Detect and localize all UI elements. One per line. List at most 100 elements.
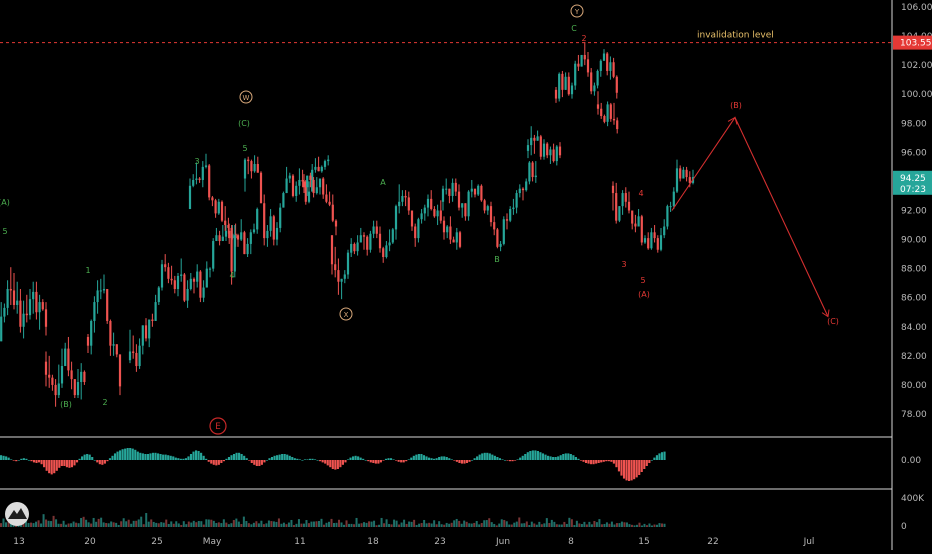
- oscillator-bar: [288, 455, 291, 460]
- candle-body: [455, 232, 458, 243]
- candle-body: [340, 278, 343, 282]
- oscillator-bar: [364, 460, 367, 461]
- oscillator-bar: [660, 452, 664, 460]
- volume-bar: [428, 522, 431, 527]
- volume-bar: [92, 517, 95, 527]
- wave-label-red: (B): [730, 101, 742, 110]
- candle-body: [688, 177, 691, 183]
- candle-body: [398, 201, 401, 207]
- candle-body: [192, 278, 196, 282]
- oscillator-bar: [539, 452, 542, 460]
- candle-body: [580, 54, 583, 67]
- oscillator-bar: [511, 460, 514, 462]
- oscillator-bar: [640, 460, 643, 472]
- oscillator-bar: [412, 455, 415, 460]
- invalidation-badge: [893, 35, 932, 50]
- oscillator-bar: [427, 457, 431, 460]
- oscillator-bar: [630, 460, 633, 481]
- volume-bar: [35, 521, 38, 527]
- time-tick-label: 20: [84, 537, 96, 547]
- volume-bar: [625, 522, 628, 527]
- oscillator-bar: [37, 460, 41, 463]
- oscillator-bar: [321, 460, 324, 463]
- price-tick-label: 82.00: [901, 352, 927, 362]
- volume-bar: [90, 523, 93, 527]
- candle-body: [533, 137, 536, 141]
- volume-bar: [55, 519, 58, 527]
- volume-bar: [475, 520, 478, 527]
- price-tick-label: 92.00: [901, 207, 927, 217]
- volume-bar: [528, 525, 531, 527]
- volume-bar: [95, 521, 98, 527]
- candle-body: [577, 63, 580, 67]
- volume-bar: [580, 524, 583, 527]
- candle-body: [314, 166, 317, 170]
- candle-body: [151, 319, 154, 321]
- wave-label-green: B: [494, 255, 500, 264]
- wave-label-red: 5: [640, 276, 645, 285]
- candle-body: [205, 268, 208, 288]
- time-tick-label: Jun: [495, 537, 510, 547]
- oscillator-bar: [628, 460, 631, 481]
- oscillator-bar: [270, 457, 274, 460]
- oscillator-bar: [544, 454, 547, 460]
- volume-bar: [270, 521, 273, 527]
- candle-body: [228, 230, 231, 239]
- volume-bar: [608, 523, 611, 527]
- oscillator-bar: [291, 457, 294, 460]
- oscillator-bar: [157, 453, 160, 460]
- volume-bar: [87, 522, 90, 527]
- volume-bar: [142, 524, 145, 527]
- volume-bar: [363, 522, 366, 527]
- volume-bar: [185, 524, 188, 527]
- volume-bar: [170, 521, 173, 527]
- volume-bar: [595, 522, 598, 527]
- candle-body: [486, 206, 489, 211]
- volume-bar: [445, 522, 448, 527]
- volume-bar: [280, 523, 283, 527]
- candle-body: [275, 227, 279, 240]
- volume-bar: [100, 517, 103, 527]
- candle-body: [539, 136, 542, 157]
- volume-bar: [623, 522, 626, 527]
- price-tick-label: 86.00: [901, 294, 927, 304]
- volume-bar: [385, 519, 388, 527]
- candle-body: [3, 307, 6, 317]
- volume-bar: [575, 520, 578, 527]
- volume-bar: [247, 523, 250, 527]
- oscillator-bar: [189, 454, 193, 460]
- volume-bar: [162, 522, 165, 527]
- price-tick-label: 78.00: [901, 410, 927, 420]
- oscillator-bar: [595, 460, 598, 464]
- candle-body: [612, 62, 615, 77]
- candle-body: [70, 370, 73, 380]
- time-tick-label: 11: [294, 537, 305, 547]
- volume-bar: [658, 523, 661, 527]
- volume-bar: [292, 525, 295, 527]
- logo[interactable]: [5, 502, 29, 526]
- candle-body: [637, 216, 640, 227]
- volume-bar: [415, 524, 418, 527]
- volume-bar: [155, 522, 158, 527]
- oscillator-bar: [200, 452, 203, 460]
- oscillator-bar: [498, 458, 501, 460]
- candle-body: [634, 223, 637, 227]
- volume-bar: [152, 521, 155, 527]
- wave-label-green: 2: [102, 398, 107, 407]
- oscillator-bar: [240, 454, 243, 460]
- candle-body: [375, 226, 378, 234]
- candle-body: [470, 188, 473, 192]
- volume-bar: [262, 524, 265, 527]
- wave-label-green: (B): [60, 400, 72, 409]
- volume-bar: [655, 524, 658, 527]
- volume-bar: [260, 520, 263, 527]
- oscillator-bar: [486, 452, 489, 460]
- candle-body: [526, 145, 530, 151]
- volume-bar: [633, 525, 636, 527]
- volume-bar: [478, 524, 481, 527]
- candle-body: [675, 168, 679, 192]
- candle-body: [173, 280, 176, 289]
- candle-body: [330, 235, 334, 265]
